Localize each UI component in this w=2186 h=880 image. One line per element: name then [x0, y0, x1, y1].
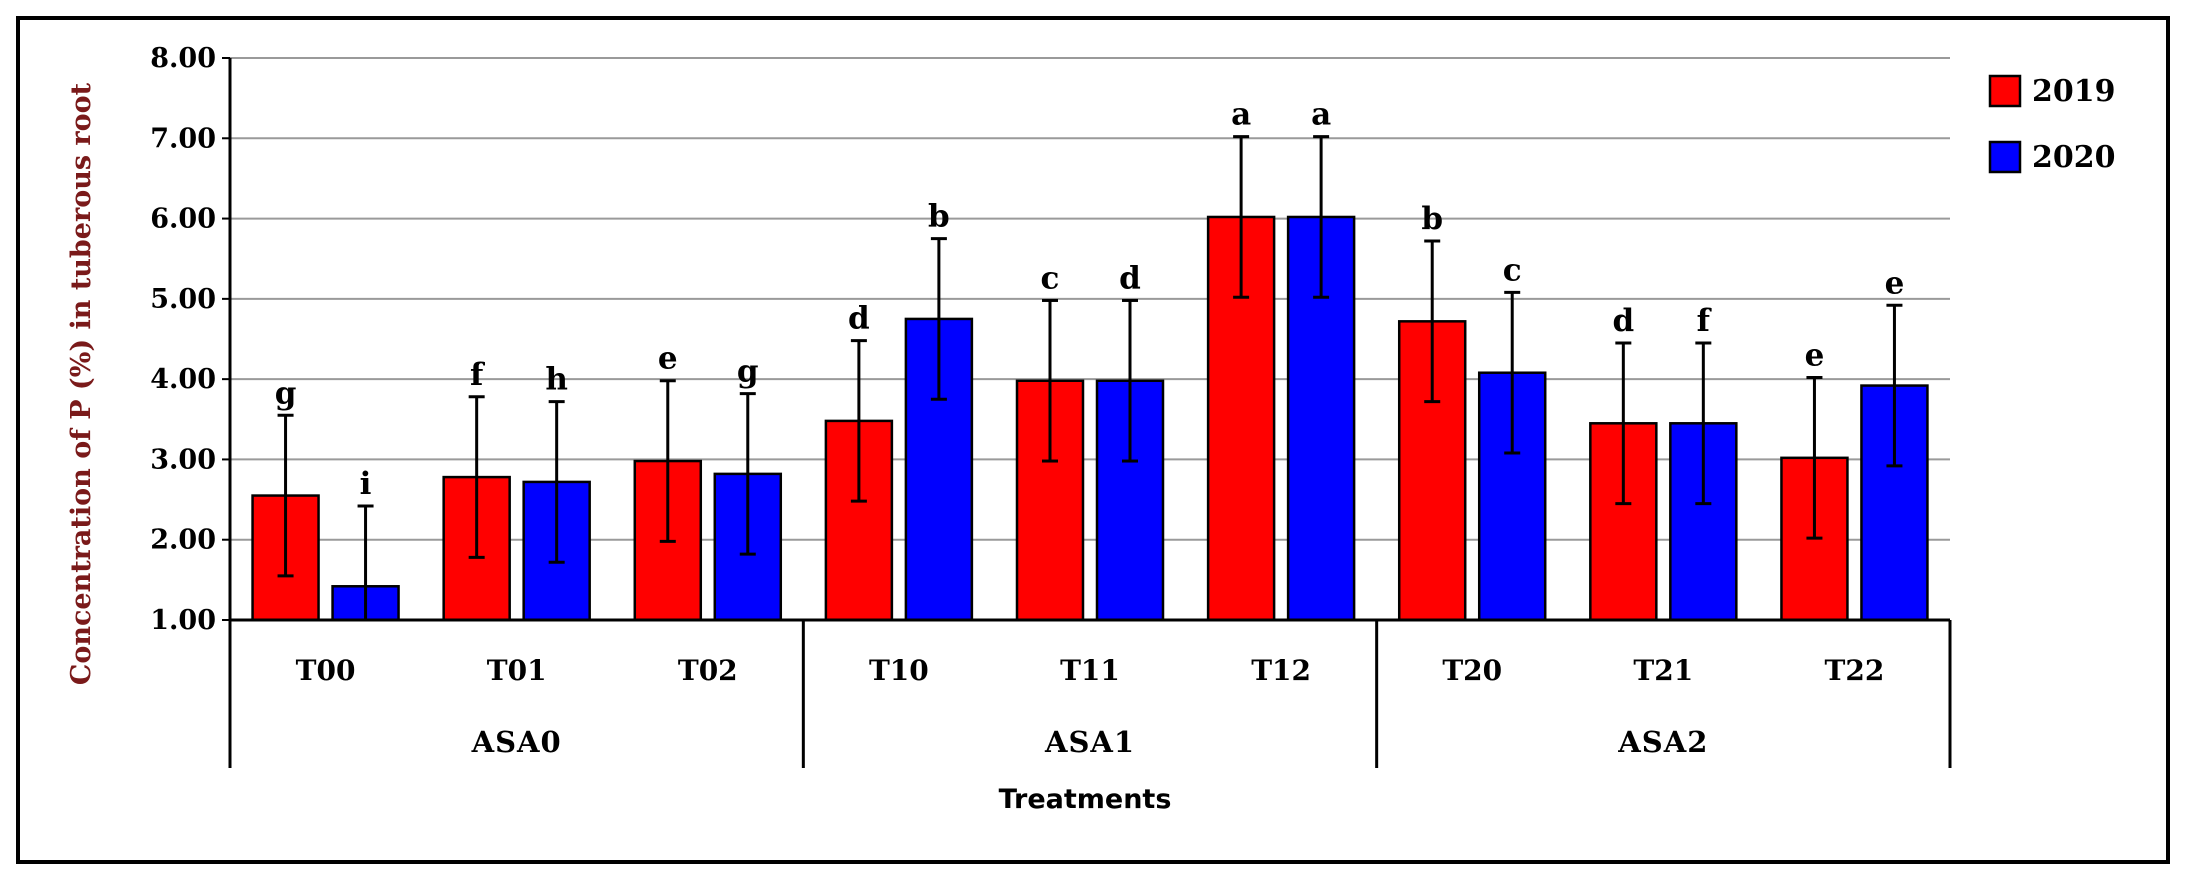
category-label-T20: T20	[1442, 654, 1502, 687]
significance-letter: b	[1421, 201, 1443, 237]
significance-letter: f	[470, 357, 485, 393]
significance-letter: c	[1041, 260, 1060, 296]
error-bars: g i f h e g d b c d a a b c d f e e	[275, 97, 1905, 622]
axes: 1.00 2.00 3.00 4.00 5.00 6.00 7.00 8.00 T00 T01 T0…	[150, 43, 1952, 768]
y-tick-label: 7.00	[150, 123, 216, 154]
category-label-T02: T02	[678, 654, 738, 687]
category-label-T00: T00	[296, 654, 356, 687]
significance-letter: g	[275, 375, 297, 411]
significance-letter: a	[1311, 97, 1331, 133]
figure-frame	[16, 16, 2170, 864]
y-tick-label: 8.00	[150, 43, 216, 74]
group-label-ASA0: ASA0	[471, 725, 562, 759]
significance-letter: h	[545, 362, 568, 398]
y-tick-label: 5.00	[150, 284, 216, 315]
significance-letter: e	[1885, 265, 1905, 301]
significance-letter: f	[1697, 303, 1712, 339]
significance-letter: e	[1805, 338, 1825, 374]
category-label-T01: T01	[487, 654, 547, 687]
y-tick-label: 3.00	[150, 444, 216, 475]
legend-swatch-2020	[1988, 140, 2022, 174]
y-tick-label: 2.00	[150, 525, 216, 556]
significance-letter: e	[658, 341, 678, 377]
significance-letter: c	[1503, 252, 1522, 288]
legend-label-2019: 2019	[2032, 74, 2116, 109]
y-tick-label: 6.00	[150, 204, 216, 235]
significance-letter: g	[737, 354, 759, 390]
category-label-T11: T11	[1060, 654, 1120, 687]
group-label-ASA2: ASA2	[1617, 725, 1708, 759]
category-label-T10: T10	[869, 654, 929, 687]
significance-letter: i	[360, 466, 372, 502]
group-label-ASA1: ASA1	[1044, 725, 1135, 759]
significance-letter: a	[1231, 97, 1251, 133]
x-axis-label: Treatments	[999, 784, 1172, 815]
significance-letter: d	[848, 301, 870, 337]
gridlines	[230, 57, 1950, 541]
category-label-T12: T12	[1251, 654, 1311, 687]
significance-letter: b	[928, 199, 950, 235]
category-label-T22: T22	[1825, 654, 1885, 687]
legend-label-2020: 2020	[2032, 140, 2116, 175]
y-tick-label: 4.00	[150, 364, 216, 395]
significance-letter: d	[1119, 260, 1141, 296]
category-label-T21: T21	[1633, 654, 1693, 687]
legend-swatch-2019	[1988, 74, 2022, 108]
legend: 2019 2020	[1988, 74, 2116, 175]
significance-letter: d	[1612, 303, 1634, 339]
bars	[251, 215, 1929, 622]
y-axis-label: Concentration of P (%) in tuberous root	[66, 82, 97, 685]
y-tick-label: 1.00	[150, 605, 216, 636]
